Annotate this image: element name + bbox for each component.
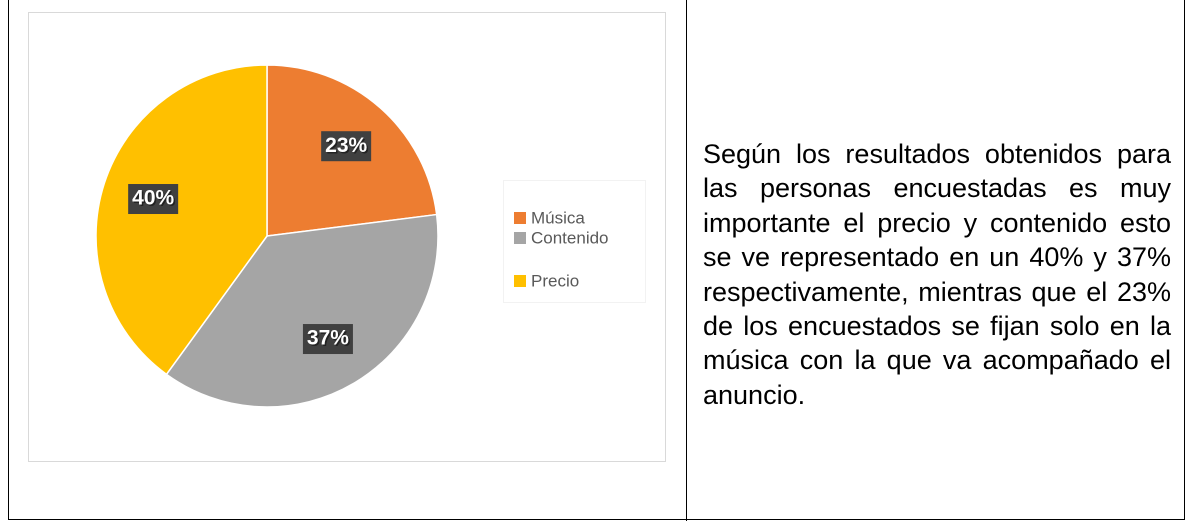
- data-label: 23%: [327, 135, 369, 158]
- pie-slice: [165, 213, 439, 408]
- legend-label: Precio: [531, 271, 579, 290]
- legend-label: Contenido: [531, 228, 609, 247]
- legend-swatch: [514, 232, 526, 244]
- data-label-bg: [128, 184, 179, 215]
- paragraph: Según los resultados obtenidos para las …: [703, 139, 1171, 410]
- legend-swatch: [514, 212, 526, 224]
- data-label-bg: [321, 131, 372, 162]
- data-label: 37%: [308, 328, 350, 351]
- data-label: 40%: [132, 187, 174, 210]
- legend-box: [503, 180, 646, 303]
- data-label-bg: [302, 324, 353, 355]
- legend-swatch: [514, 275, 526, 287]
- data-label: 37%: [307, 327, 349, 350]
- cell-divider: [686, 0, 687, 521]
- legend-label: Música: [531, 208, 585, 227]
- pie-slice: [95, 64, 268, 376]
- data-label: 23%: [325, 134, 367, 157]
- data-label: 40%: [134, 188, 176, 211]
